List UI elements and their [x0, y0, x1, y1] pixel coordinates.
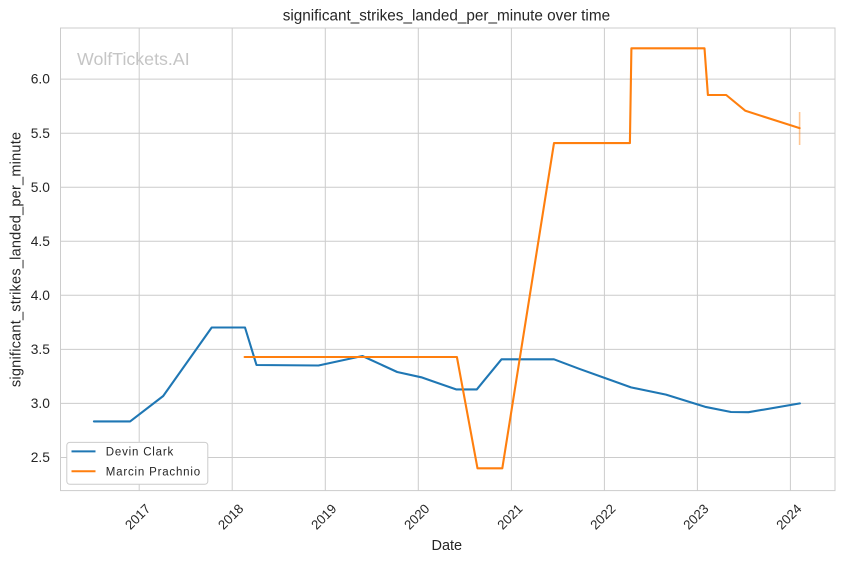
svg-text:Devin Clark: Devin Clark — [106, 447, 174, 459]
svg-text:5.0: 5.0 — [31, 180, 51, 195]
svg-text:6.0: 6.0 — [31, 72, 51, 87]
svg-text:WolfTickets.AI: WolfTickets.AI — [77, 49, 190, 69]
svg-text:4.0: 4.0 — [31, 288, 51, 303]
svg-text:4.5: 4.5 — [31, 234, 51, 249]
svg-text:3.5: 3.5 — [31, 342, 51, 357]
svg-text:significant_strikes_landed_per: significant_strikes_landed_per_minute ov… — [283, 7, 610, 24]
svg-text:5.5: 5.5 — [31, 126, 51, 141]
svg-text:Date: Date — [431, 538, 462, 554]
svg-text:2.5: 2.5 — [31, 450, 51, 465]
svg-text:Marcin Prachnio: Marcin Prachnio — [106, 467, 201, 479]
svg-text:3.0: 3.0 — [31, 396, 51, 411]
svg-text:significant_strikes_landed_per: significant_strikes_landed_per_minute — [9, 132, 25, 387]
